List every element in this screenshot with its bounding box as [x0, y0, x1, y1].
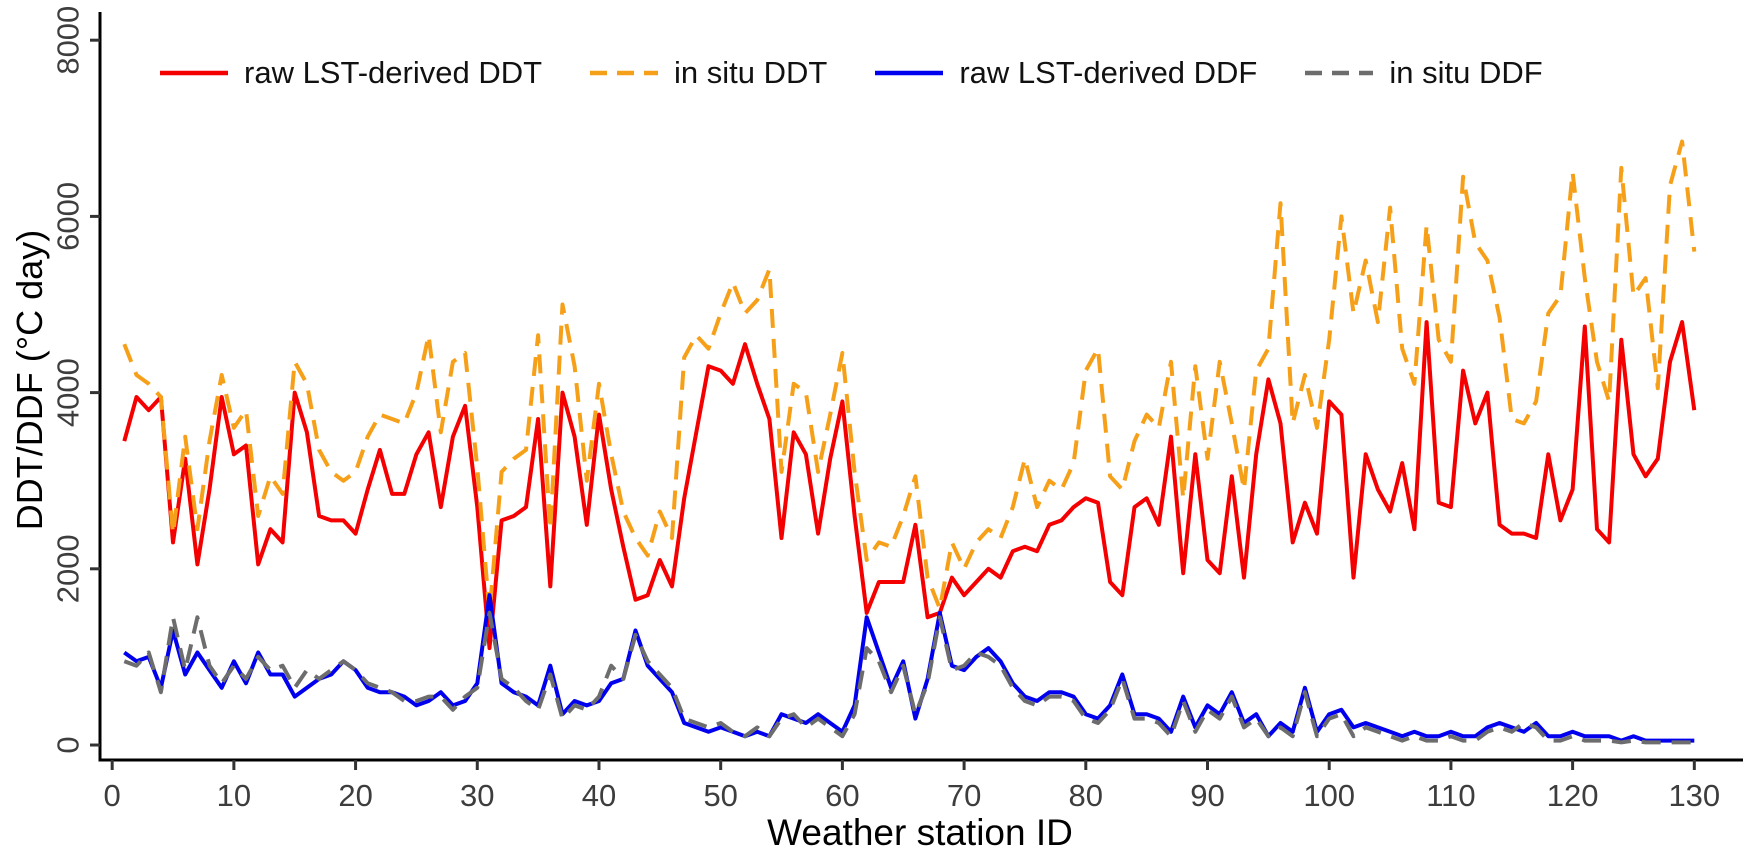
legend-label-raw-lst-ddt: raw LST-derived DDT: [244, 55, 543, 90]
legend-line-sample-raw-lst-ddt: [160, 70, 228, 76]
series-line-2: [123, 593, 1695, 743]
x-tick-label: 20: [338, 778, 372, 813]
legend-line-sample-insitu-ddf: [1305, 70, 1374, 76]
legend-item-raw-lst-ddf: raw LST-derived DDF: [873, 55, 1257, 91]
y-tick-label: 4000: [51, 358, 86, 427]
legend-line-sample-raw-lst-ddf: [875, 70, 944, 76]
series-line-1: [122, 139, 1697, 615]
x-tick-label: 0: [104, 778, 121, 813]
x-tick-label: 70: [947, 778, 981, 813]
legend-line-sample-insitu-ddt: [590, 70, 659, 76]
y-tick-label: 6000: [51, 182, 86, 251]
x-tick-label: 40: [582, 778, 616, 813]
x-axis-label: Weather station ID: [767, 812, 1073, 853]
legend-item-raw-lst-ddt: raw LST-derived DDT: [158, 55, 542, 91]
x-tick-label: 120: [1547, 778, 1599, 813]
x-tick-label: 10: [217, 778, 251, 813]
y-tick-label: 2000: [51, 534, 86, 603]
x-tick-label: 130: [1668, 778, 1720, 813]
legend-label-raw-lst-ddf: raw LST-derived DDF: [959, 55, 1258, 90]
x-tick-label: 110: [1426, 778, 1475, 813]
series-line-0: [122, 320, 1697, 651]
y-tick-label: 0: [51, 736, 86, 753]
legend: raw LST-derived DDT in situ DDT raw LST-…: [158, 55, 1543, 91]
legend-item-insitu-ddt: in situ DDT: [588, 55, 827, 91]
series-line-3: [123, 610, 1695, 745]
legend-item-insitu-ddf: in situ DDF: [1303, 55, 1543, 91]
legend-label-insitu-ddt: in situ DDT: [674, 55, 828, 90]
x-tick-label: 60: [825, 778, 859, 813]
x-tick-label: 30: [460, 778, 494, 813]
legend-label-insitu-ddf: in situ DDF: [1389, 55, 1543, 90]
x-tick-label: 50: [703, 778, 737, 813]
y-axis-label: DDT/DDF (°C day): [9, 229, 50, 531]
x-tick-label: 80: [1069, 778, 1103, 813]
x-tick-label: 100: [1303, 778, 1355, 813]
y-tick-label: 8000: [51, 6, 86, 75]
x-tick-label: 90: [1190, 778, 1224, 813]
